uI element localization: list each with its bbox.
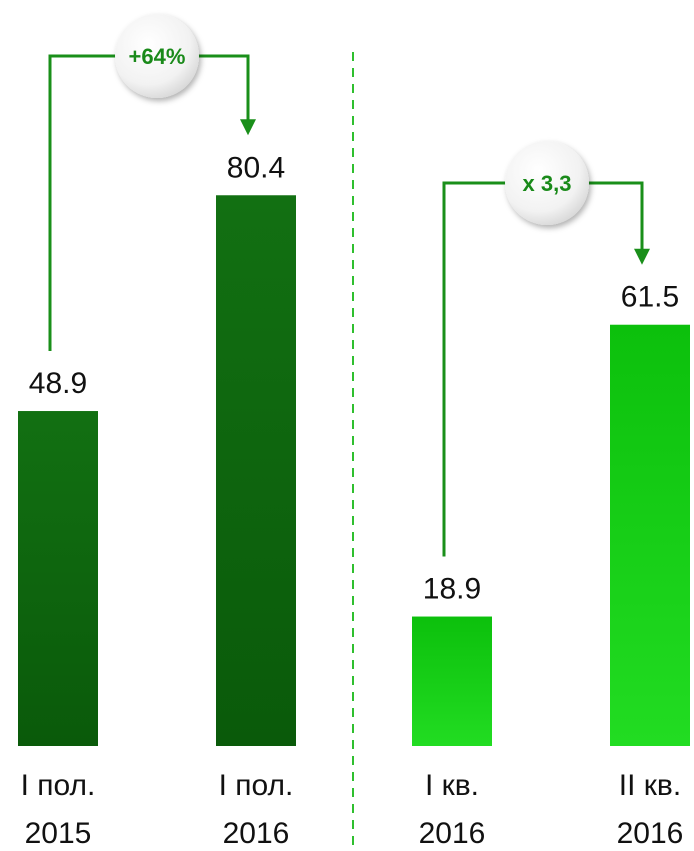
growth-annotation-2: x 3,3	[442, 141, 650, 557]
bar-value-label: 61.5	[621, 281, 679, 314]
x-tick-label-line1: I пол.	[219, 769, 294, 802]
growth-annotation-1: +64%	[48, 14, 256, 352]
bar-value-label: 18.9	[423, 573, 481, 606]
growth-badge	[115, 14, 199, 98]
growth-badge-text: +64%	[129, 44, 186, 69]
bar-4	[610, 324, 690, 746]
bar-value-label: 80.4	[227, 151, 285, 184]
x-tick-label-line2: 2016	[617, 817, 684, 850]
arrowhead-icon	[240, 119, 256, 136]
growth-badge	[505, 141, 589, 225]
bar-value-label: 48.9	[29, 367, 87, 400]
x-tick-label-line1: I пол.	[21, 769, 96, 802]
bar-3	[412, 616, 492, 746]
x-tick-label-line2: 2016	[419, 817, 486, 850]
arrowhead-icon	[634, 248, 650, 265]
x-tick-label-line1: I кв.	[425, 769, 479, 802]
growth-badge-text: x 3,3	[523, 171, 572, 196]
x-tick-label-line2: 2016	[223, 817, 290, 850]
bar-2	[216, 195, 296, 746]
x-tick-label-line2: 2015	[25, 817, 92, 850]
bar-1	[18, 411, 98, 746]
x-tick-label-line1: II кв.	[619, 769, 681, 802]
